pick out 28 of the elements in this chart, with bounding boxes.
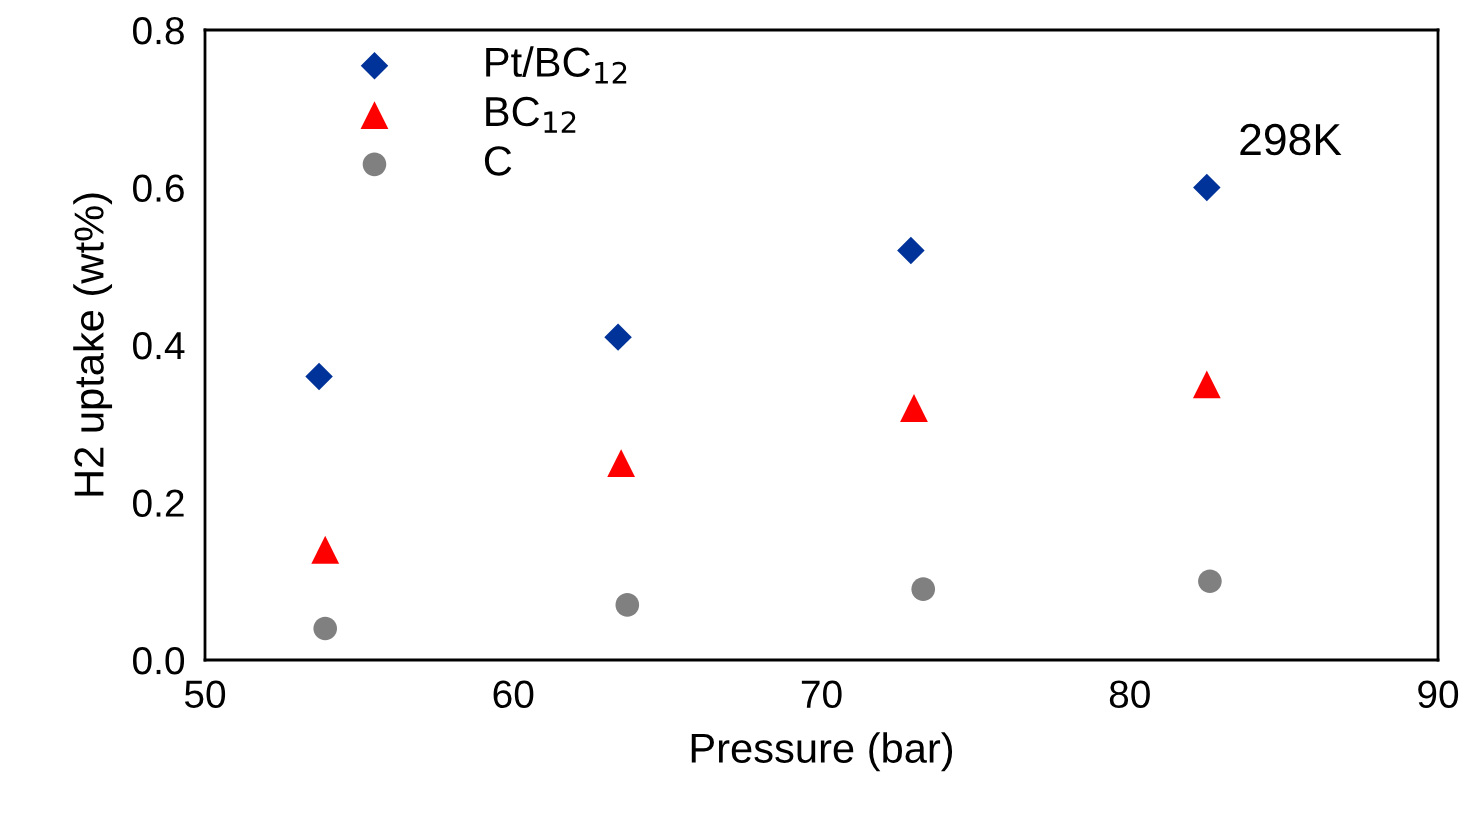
y-tick-label: 0.2 xyxy=(133,489,184,517)
point xyxy=(1193,173,1221,202)
x-tick-label: 90 xyxy=(1418,680,1459,709)
x-axis-title: Pressure (bar) xyxy=(691,732,953,772)
x-tick-label: 70 xyxy=(801,680,842,709)
point xyxy=(897,236,925,265)
point xyxy=(911,577,936,601)
point xyxy=(1192,370,1221,399)
y-tick-label: 0.6 xyxy=(133,174,184,202)
x-tick-label: 60 xyxy=(493,680,534,709)
y-tick-label: 0.8 xyxy=(133,16,184,45)
point xyxy=(1198,569,1222,594)
x-tick-label: 80 xyxy=(1109,680,1150,709)
point xyxy=(305,362,333,391)
y-tick-label: 0.0 xyxy=(133,646,185,675)
point xyxy=(900,394,928,422)
legend-label: Pt/BC$_{12}$ xyxy=(486,46,627,84)
legend-label: C xyxy=(484,146,512,176)
annotation: 298K xyxy=(1240,123,1342,156)
point xyxy=(607,449,636,478)
point xyxy=(311,535,340,564)
x-tick-label: 50 xyxy=(184,680,226,709)
point xyxy=(615,593,640,617)
point xyxy=(313,616,338,641)
y-tick-label: 0.4 xyxy=(133,331,185,360)
legend-label: BC$_{12}$ xyxy=(486,96,576,133)
y-axis-title: H2 uptake (wt%) xyxy=(73,193,113,496)
point xyxy=(604,323,632,351)
